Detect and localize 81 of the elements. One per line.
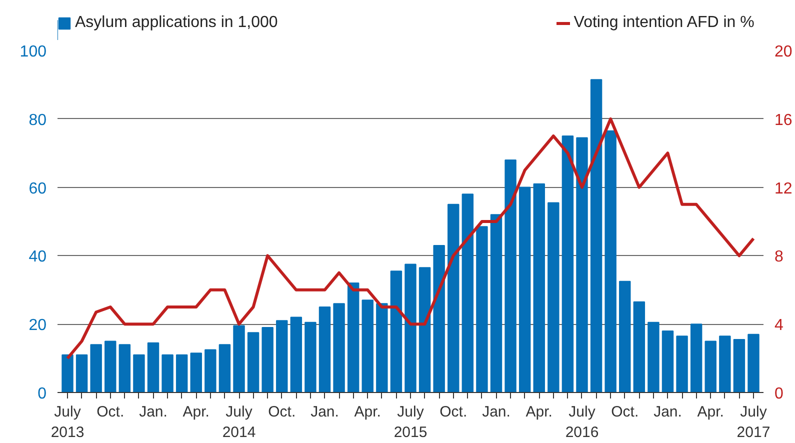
- x-tick-label: Oct.: [440, 404, 468, 420]
- bar: [533, 183, 545, 392]
- y2-tick-label: 0: [774, 386, 784, 402]
- bar: [719, 336, 731, 392]
- bar: [704, 340, 716, 392]
- bar: [448, 204, 460, 392]
- x-tick-label: Jan.: [654, 404, 682, 420]
- y-tick-label: 40: [28, 248, 47, 266]
- bar: [433, 244, 445, 392]
- bar: [90, 344, 102, 392]
- x-tick-label: Oct.: [268, 404, 296, 420]
- bar: [504, 159, 516, 392]
- legend-label: Asylum applications in 1,000: [75, 14, 278, 32]
- bar: [104, 340, 116, 392]
- y2-tick-label: 12: [774, 180, 792, 198]
- bar: [404, 264, 416, 392]
- bar: [548, 202, 560, 392]
- bar: [62, 354, 74, 392]
- y-tick-label: 0: [38, 386, 47, 402]
- x-tick-label: July 2014: [222, 404, 256, 441]
- x-tick-label: Apr.: [526, 404, 552, 420]
- x-tick-label: July 2017: [736, 404, 770, 441]
- bar: [390, 270, 402, 392]
- x-tick-label: Oct.: [96, 404, 124, 420]
- y2-tick-label: 8: [774, 248, 784, 266]
- bar: [76, 354, 88, 392]
- x-tick-label: July 2015: [394, 404, 428, 441]
- bar: [733, 338, 746, 392]
- bar: [133, 354, 145, 392]
- bar: [562, 136, 574, 392]
- y2-tick-label: 16: [774, 112, 792, 129]
- line-series: [66, 117, 755, 360]
- bar: [176, 354, 188, 392]
- bar: [490, 214, 502, 392]
- bar: [590, 79, 602, 392]
- bar: [676, 336, 688, 392]
- bar: [204, 349, 216, 392]
- bar: [233, 325, 245, 392]
- x-tick-label: Apr.: [354, 404, 381, 420]
- bar: [318, 306, 331, 392]
- bar: [418, 267, 431, 392]
- y-tick-label: 20: [28, 317, 47, 334]
- y-tick-label: 80: [28, 112, 47, 129]
- x-tick-label: July 2013: [50, 404, 84, 441]
- legend-label: Voting intention AFD in %: [574, 14, 754, 32]
- bar: [690, 324, 702, 392]
- bar: [576, 137, 588, 392]
- x-tick-label: Jan.: [482, 404, 510, 420]
- bar: [347, 282, 360, 392]
- bar: [633, 301, 646, 392]
- bar: [262, 327, 274, 392]
- bar: [362, 300, 374, 392]
- bar: [476, 226, 488, 392]
- bar: [604, 130, 616, 392]
- bar: [118, 344, 131, 392]
- bar: [162, 354, 174, 392]
- bar: [662, 330, 674, 392]
- bar: [147, 342, 160, 392]
- bar: [247, 332, 260, 392]
- x-tick-label: Jan.: [139, 404, 168, 420]
- bar: [218, 344, 231, 392]
- bar: [333, 303, 345, 392]
- bar: [376, 303, 388, 392]
- y2-tick-label: 4: [774, 317, 784, 334]
- bar: [648, 322, 660, 392]
- bar: [619, 280, 631, 392]
- bar: [304, 322, 316, 392]
- bar: [462, 194, 474, 392]
- bar: [290, 316, 302, 392]
- x-tick-label: Oct.: [611, 404, 639, 420]
- y-tick-label: 100: [20, 44, 47, 60]
- bar: [518, 186, 531, 392]
- y2-tick-label: 20: [774, 44, 792, 60]
- bar: [276, 320, 288, 392]
- x-tick-label: Apr.: [697, 404, 724, 420]
- x-tick-label: July 2016: [565, 404, 599, 441]
- x-tick-label: Apr.: [182, 404, 210, 420]
- bar: [190, 352, 202, 392]
- x-tick-label: Jan.: [310, 404, 339, 420]
- y-tick-label: 60: [28, 180, 47, 198]
- bar: [748, 334, 760, 392]
